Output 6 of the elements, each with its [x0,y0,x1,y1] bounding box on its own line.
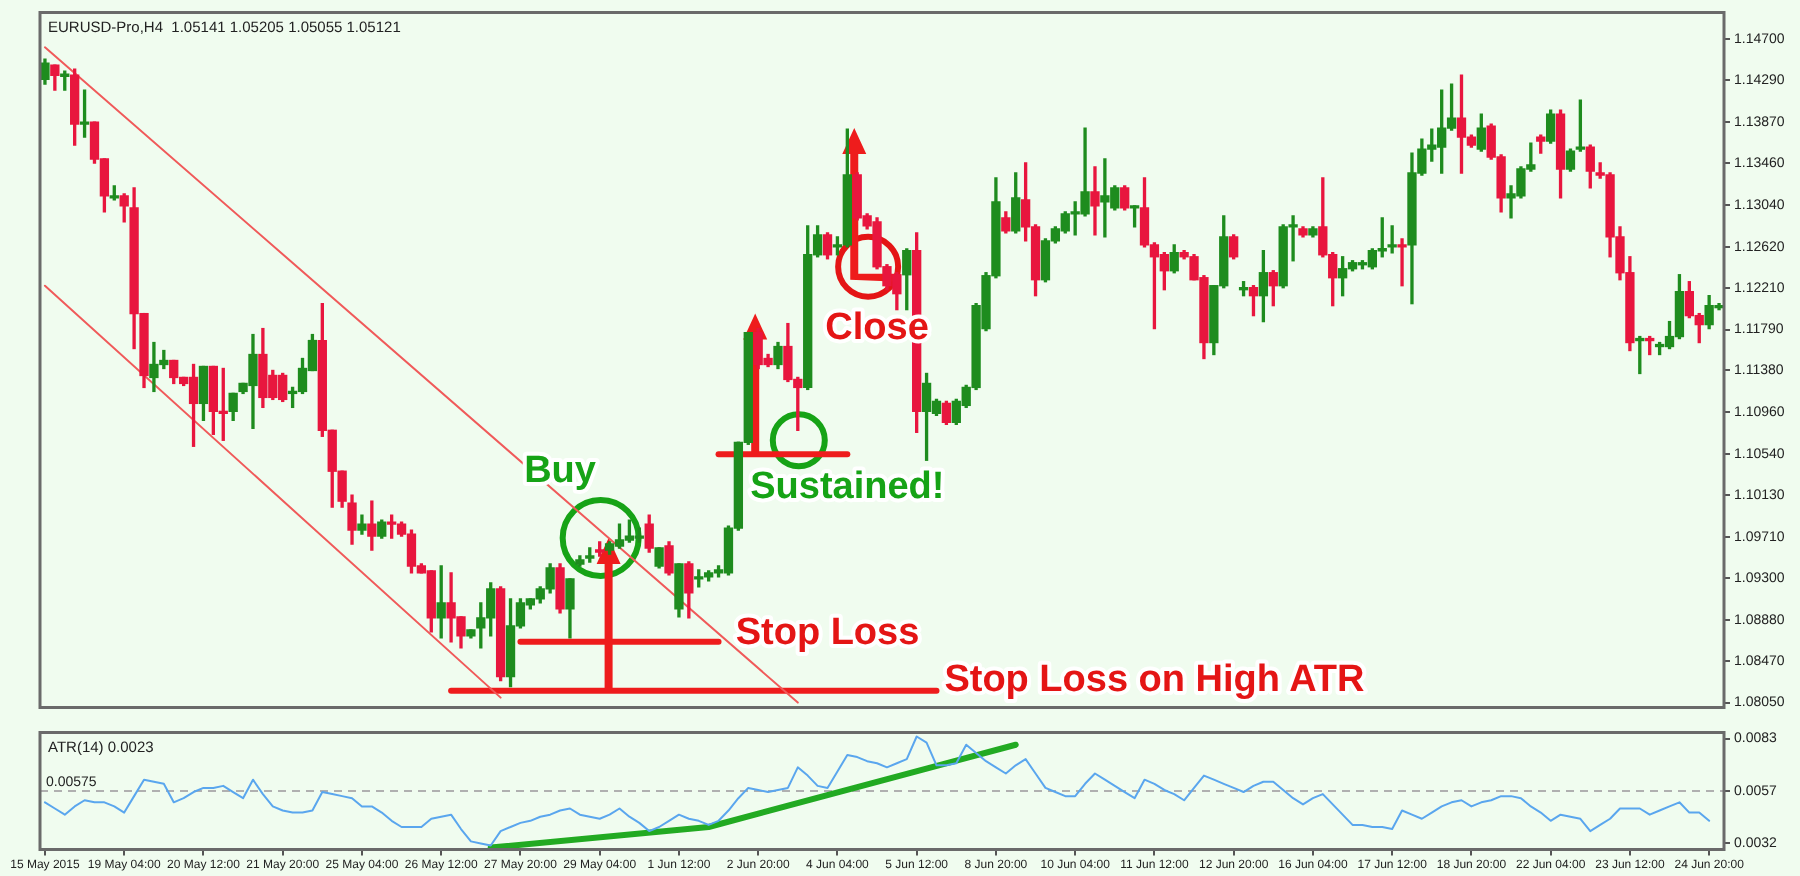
candlestick [1397,238,1407,287]
annotation: Sustained! [750,465,945,508]
annotation: Buy [524,449,597,492]
candlestick [1090,166,1100,236]
annotation: Stop Loss [735,612,920,655]
annotation: Stop Loss on High ATR [944,659,1365,702]
